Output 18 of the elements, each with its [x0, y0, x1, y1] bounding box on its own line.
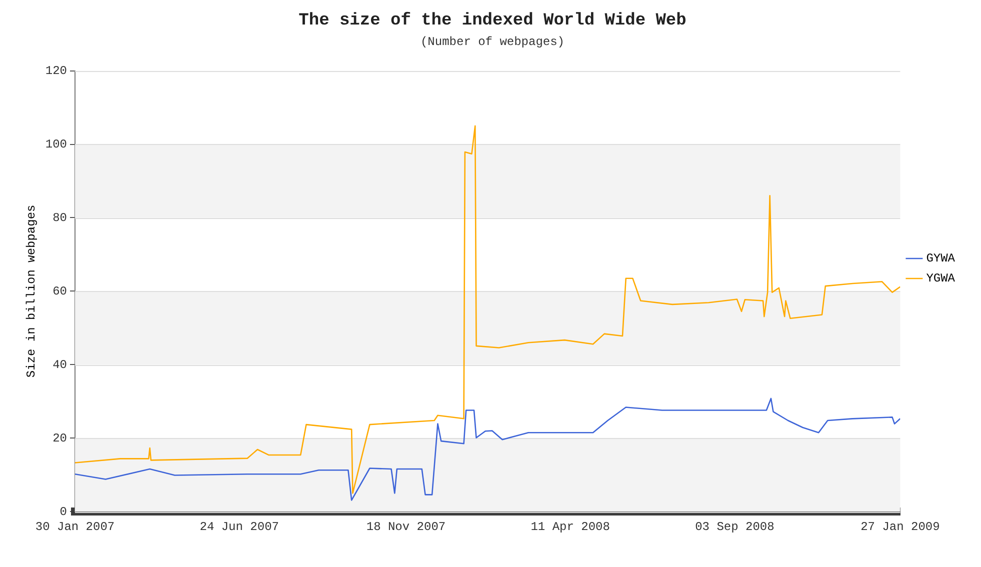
x-tick-label: 18 Nov 2007: [366, 520, 446, 534]
y-tick-label: 20: [52, 431, 68, 446]
x-tick-label: 27 Jan 2009: [860, 520, 940, 534]
x-tick-label: 30 Jan 2007: [35, 520, 115, 534]
y-tick-label: 80: [52, 210, 68, 225]
y-tick-label: 100: [45, 137, 68, 152]
x-tick-label: 11 Apr 2008: [530, 520, 610, 534]
y-axis-title: Size in billion webpages: [24, 204, 38, 378]
chart-subtitle: (Number of webpages): [420, 34, 565, 49]
x-tick-label: 24 Jun 2007: [200, 520, 279, 534]
legend-label: GYWA: [926, 252, 956, 266]
y-tick-label: 60: [52, 284, 68, 298]
x-tick-label: 03 Sep 2008: [695, 520, 774, 534]
chart-title: The size of the indexed World Wide Web: [298, 11, 686, 30]
legend-label: YGWA: [926, 272, 956, 286]
y-tick-label: 0: [60, 504, 68, 519]
y-tick-label: 40: [52, 358, 68, 372]
y-tick-label: 120: [45, 64, 68, 78]
